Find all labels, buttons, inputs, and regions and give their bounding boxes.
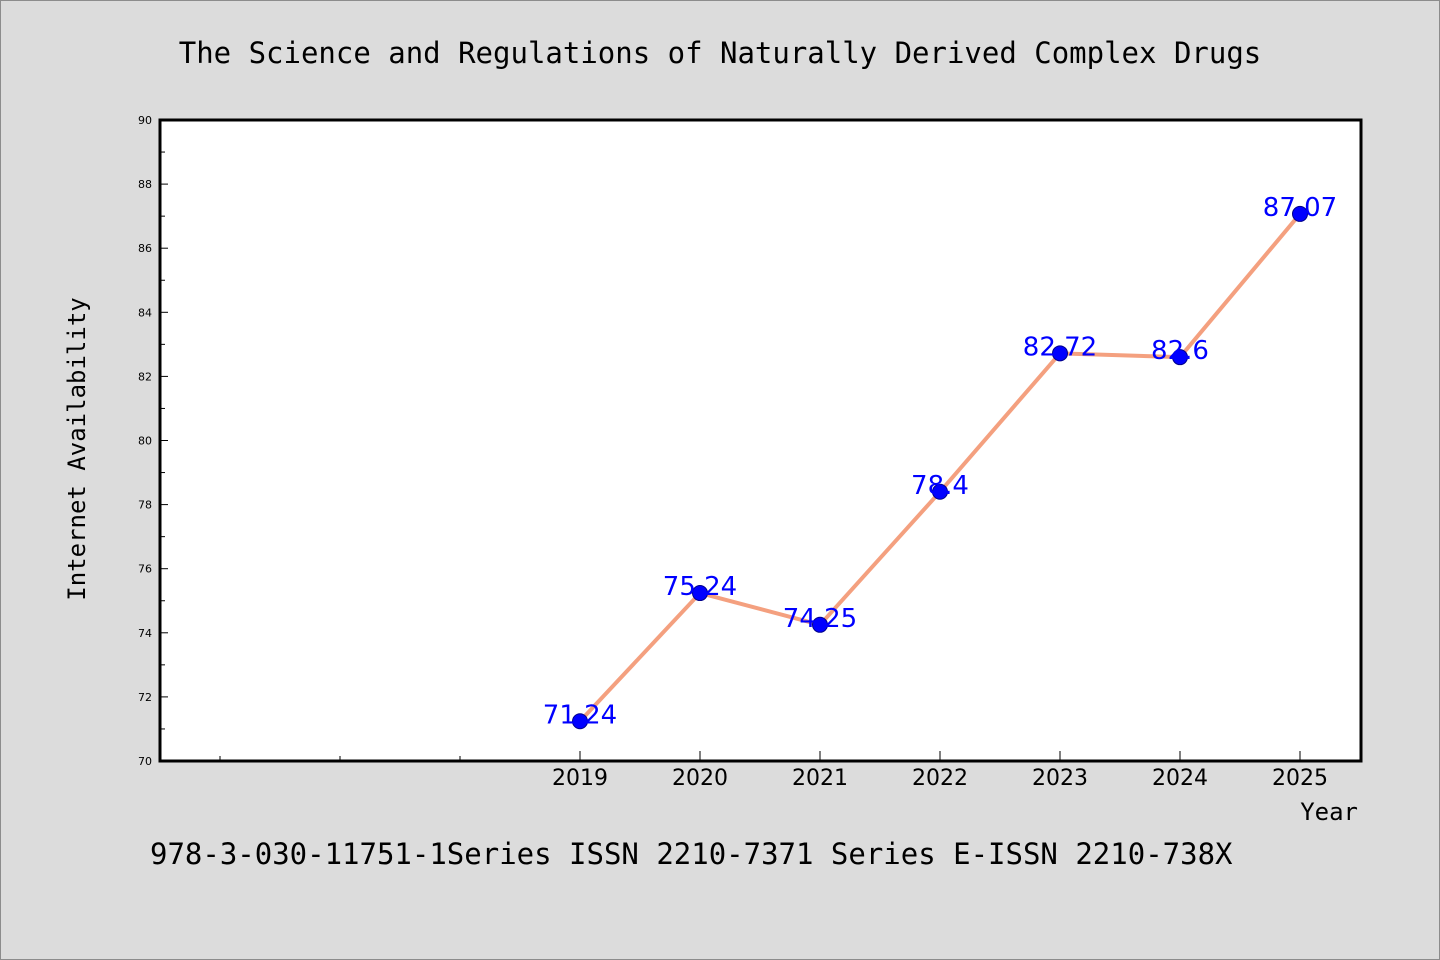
data-label: 87.07 xyxy=(1263,193,1337,223)
y-tick-label: 80 xyxy=(138,435,152,448)
x-tick-label: 2025 xyxy=(1272,766,1328,791)
data-point xyxy=(932,483,948,500)
data-point xyxy=(1292,205,1308,222)
chart-title: The Science and Regulations of Naturally… xyxy=(179,36,1262,70)
y-tick-label: 78 xyxy=(138,499,152,512)
x-tick-label: 2020 xyxy=(672,766,728,791)
y-tick-label: 74 xyxy=(138,627,152,640)
data-labels: 71.24 75.24 74.25 78.4 82.72 82.6 87.07 xyxy=(543,193,1337,730)
y-tick-label: 70 xyxy=(138,755,152,768)
data-label: 71.24 xyxy=(543,700,617,730)
plot-border xyxy=(158,118,1363,763)
y-tick-label: 72 xyxy=(138,691,152,704)
y-axis-label: Internet Availability xyxy=(63,297,91,600)
data-label: 78.4 xyxy=(911,471,969,501)
x-axis-label: Year xyxy=(1300,798,1358,826)
data-point xyxy=(572,713,588,730)
data-point xyxy=(692,585,708,602)
plot-area xyxy=(160,120,1361,761)
y-tick-label: 90 xyxy=(138,114,152,127)
data-label: 82.72 xyxy=(1023,332,1097,362)
data-label: 74.25 xyxy=(783,604,857,634)
x-axis: 2019 2020 2021 2022 2023 2024 2025 xyxy=(219,751,1328,791)
data-point xyxy=(1052,345,1068,362)
y-tick-label: 76 xyxy=(138,563,152,576)
y-tick-label: 88 xyxy=(138,178,152,191)
data-label: 82.6 xyxy=(1151,336,1209,366)
data-label: 75.24 xyxy=(663,572,737,602)
y-tick-label: 86 xyxy=(138,242,152,255)
x-tick-label: 2019 xyxy=(552,766,608,791)
data-point xyxy=(1172,349,1188,366)
data-point xyxy=(812,616,828,633)
y-tick-label: 84 xyxy=(138,306,152,319)
x-tick-label: 2024 xyxy=(1152,766,1208,791)
x-tick-label: 2022 xyxy=(912,766,968,791)
x-tick-label: 2023 xyxy=(1032,766,1088,791)
x-tick-label: 2021 xyxy=(792,766,848,791)
data-points xyxy=(572,205,1308,730)
caption-text: 978-3-030-11751-1Series ISSN 2210-7371 S… xyxy=(150,837,1233,871)
y-tick-label: 82 xyxy=(138,370,152,383)
